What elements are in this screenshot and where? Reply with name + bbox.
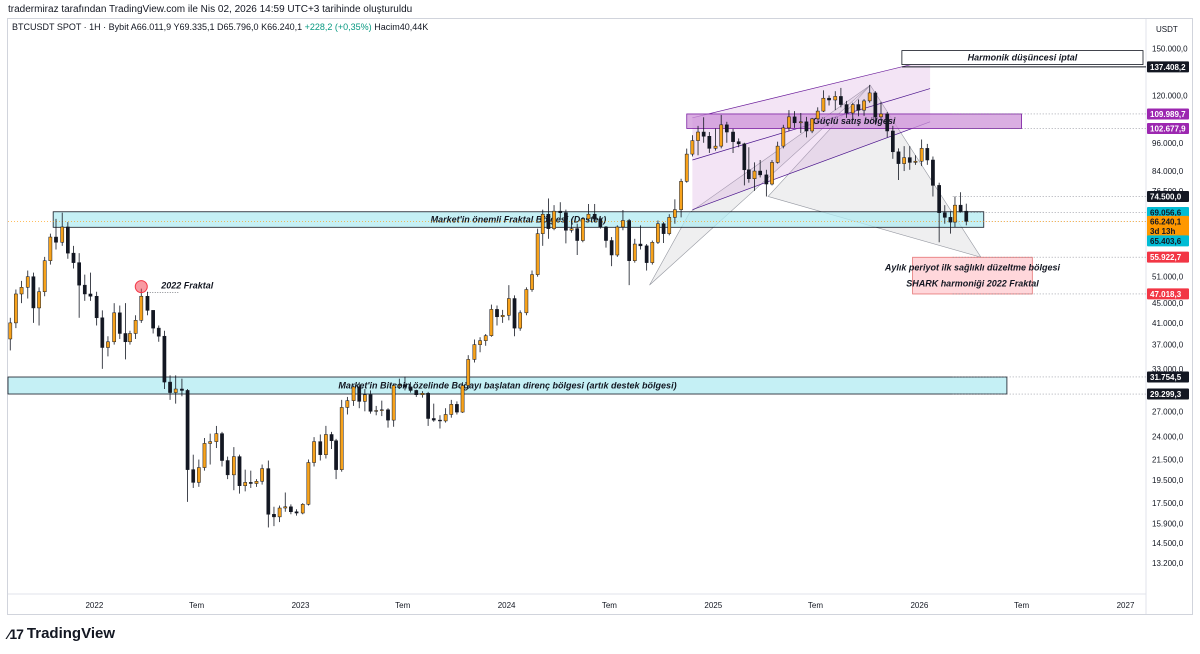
chart-panel[interactable]: [7, 18, 1193, 615]
volume-value: Hacim40,44K: [374, 22, 429, 32]
attribution-text: tradermiraz tarafından TradingView.com i…: [8, 4, 413, 15]
ohlc-open: A66.011,9: [130, 22, 172, 32]
ohlc-high: Y69.335,1: [173, 22, 215, 32]
tradingview-logo-icon: ⁄17: [8, 625, 24, 642]
ohlc-close: K66.240,1: [261, 22, 303, 32]
ohlc-low: D65.796,0: [217, 22, 259, 32]
tradingview-brand: ⁄17 TradingView: [8, 625, 115, 642]
symbol-header: BTCUSDT SPOT · 1H · Bybit A66.011,9 Y69.…: [12, 22, 428, 32]
ohlc-change: +228,2 (+0,35%): [304, 22, 372, 32]
brand-name: TradingView: [26, 625, 116, 642]
symbol-name[interactable]: BTCUSDT SPOT · 1H · Bybit: [12, 22, 129, 32]
